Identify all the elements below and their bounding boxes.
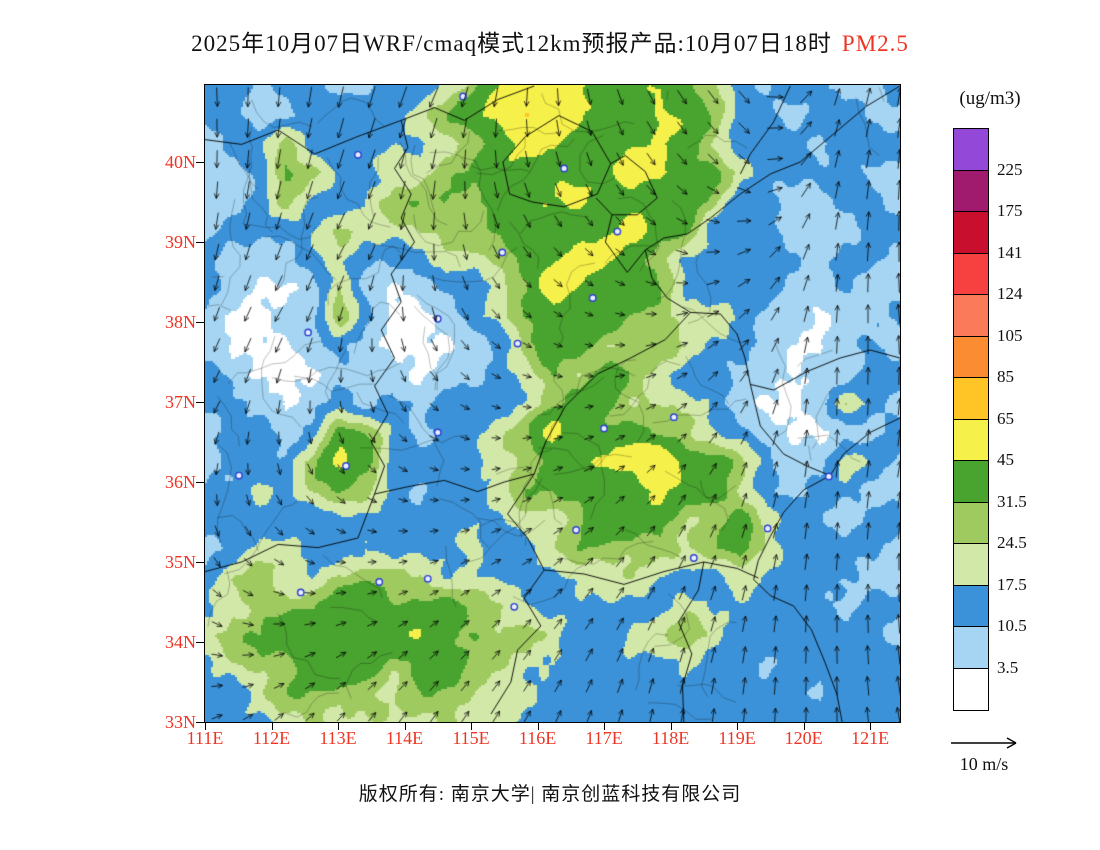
lon-label: 112E — [252, 728, 291, 748]
lat-label: 35N — [165, 552, 196, 572]
wind-legend-arrow — [951, 737, 1017, 749]
lon-tick — [537, 722, 539, 730]
lon-label: 117E — [585, 728, 623, 748]
lon-label: 116E — [518, 728, 557, 748]
lon-label: 119E — [718, 728, 756, 748]
colorbar-cell — [954, 502, 988, 544]
lat-tick — [196, 482, 205, 483]
lat-tick — [196, 722, 205, 723]
colorbar-level-label: 31.5 — [997, 491, 1027, 511]
lon-label: 121E — [851, 728, 890, 748]
lat-tick — [196, 642, 205, 643]
lat-label: 36N — [165, 472, 196, 492]
colorbar-level-label: 3.5 — [997, 657, 1019, 677]
lon-tick — [471, 722, 473, 730]
colorbar-cell — [954, 544, 988, 586]
colorbar-cell — [954, 253, 988, 295]
page-title: 2025年10月07日WRF/cmaq模式12km预报产品:10月07日18时 P… — [0, 24, 1100, 58]
lat-label: 38N — [165, 312, 196, 332]
lon-label: 111E — [186, 728, 224, 748]
colorbar-cell — [954, 627, 988, 669]
lat-label: 37N — [165, 392, 196, 412]
lat-tick — [196, 322, 205, 323]
colorbar-cell — [954, 378, 988, 420]
colorbar-level-label: 124 — [997, 284, 1023, 303]
colorbar-level-label: 45 — [997, 450, 1014, 469]
lat-tick — [196, 402, 205, 403]
colorbar-level-label: 85 — [997, 367, 1014, 386]
copyright-text: 版权所有: 南京大学| 南京创蓝科技有限公司 — [358, 784, 742, 805]
lon-tick — [271, 722, 273, 730]
colorbar-level-label: 24.5 — [997, 533, 1027, 552]
colorbar-cell — [954, 336, 988, 378]
title-main: 2025年10月07日WRF/cmaq模式12km预报产品:10月07日18时 — [191, 31, 832, 56]
colorbar-cell — [954, 585, 988, 627]
copyright: 版权所有: 南京大学| 南京创蓝科技有限公司 — [0, 779, 1100, 806]
lon-label: 120E — [784, 728, 823, 748]
wind-legend-label: 10 m/s — [959, 754, 1009, 774]
lon-tick — [404, 722, 406, 730]
lon-label: 114E — [385, 728, 424, 748]
title-variable: PM2.5 — [841, 31, 909, 56]
lat-label: 34N — [165, 632, 196, 652]
lat-label: 33N — [165, 712, 196, 732]
lat-label: 40N — [165, 152, 196, 172]
lat-tick — [196, 162, 205, 163]
lon-tick — [205, 722, 206, 730]
colorbar-units-label: (ug/m3) — [959, 88, 1021, 109]
lon-label: 115E — [452, 728, 490, 748]
lon-tick — [737, 722, 739, 730]
colorbar-level-label: 10.5 — [997, 616, 1027, 635]
lat-tick — [196, 242, 205, 243]
lon-tick — [803, 722, 805, 730]
colorbar-level-label: 65 — [997, 408, 1014, 428]
lon-tick — [604, 722, 606, 730]
lon-label: 118E — [651, 728, 690, 748]
colorbar — [953, 128, 989, 711]
colorbar-level-label: 17.5 — [997, 574, 1027, 594]
colorbar-cell — [954, 419, 988, 461]
colorbar-level-label: 141 — [997, 242, 1023, 262]
lon-label: 113E — [319, 728, 357, 748]
pm25-contour-map — [205, 85, 900, 722]
lon-tick — [870, 722, 872, 730]
colorbar-cell — [954, 461, 988, 503]
lon-tick — [338, 722, 339, 730]
lat-label: 39N — [165, 232, 196, 252]
lat-tick — [196, 562, 205, 563]
colorbar-level-label: 105 — [997, 325, 1023, 345]
colorbar-cell — [954, 170, 988, 212]
colorbar-cell — [954, 129, 988, 171]
colorbar-level-label: 175 — [997, 201, 1023, 220]
colorbar-cell — [954, 668, 988, 710]
map-plot-area — [204, 84, 901, 723]
lon-tick — [670, 722, 672, 730]
colorbar-level-label: 225 — [997, 159, 1023, 179]
colorbar-cell — [954, 295, 988, 337]
colorbar-cell — [954, 212, 988, 254]
